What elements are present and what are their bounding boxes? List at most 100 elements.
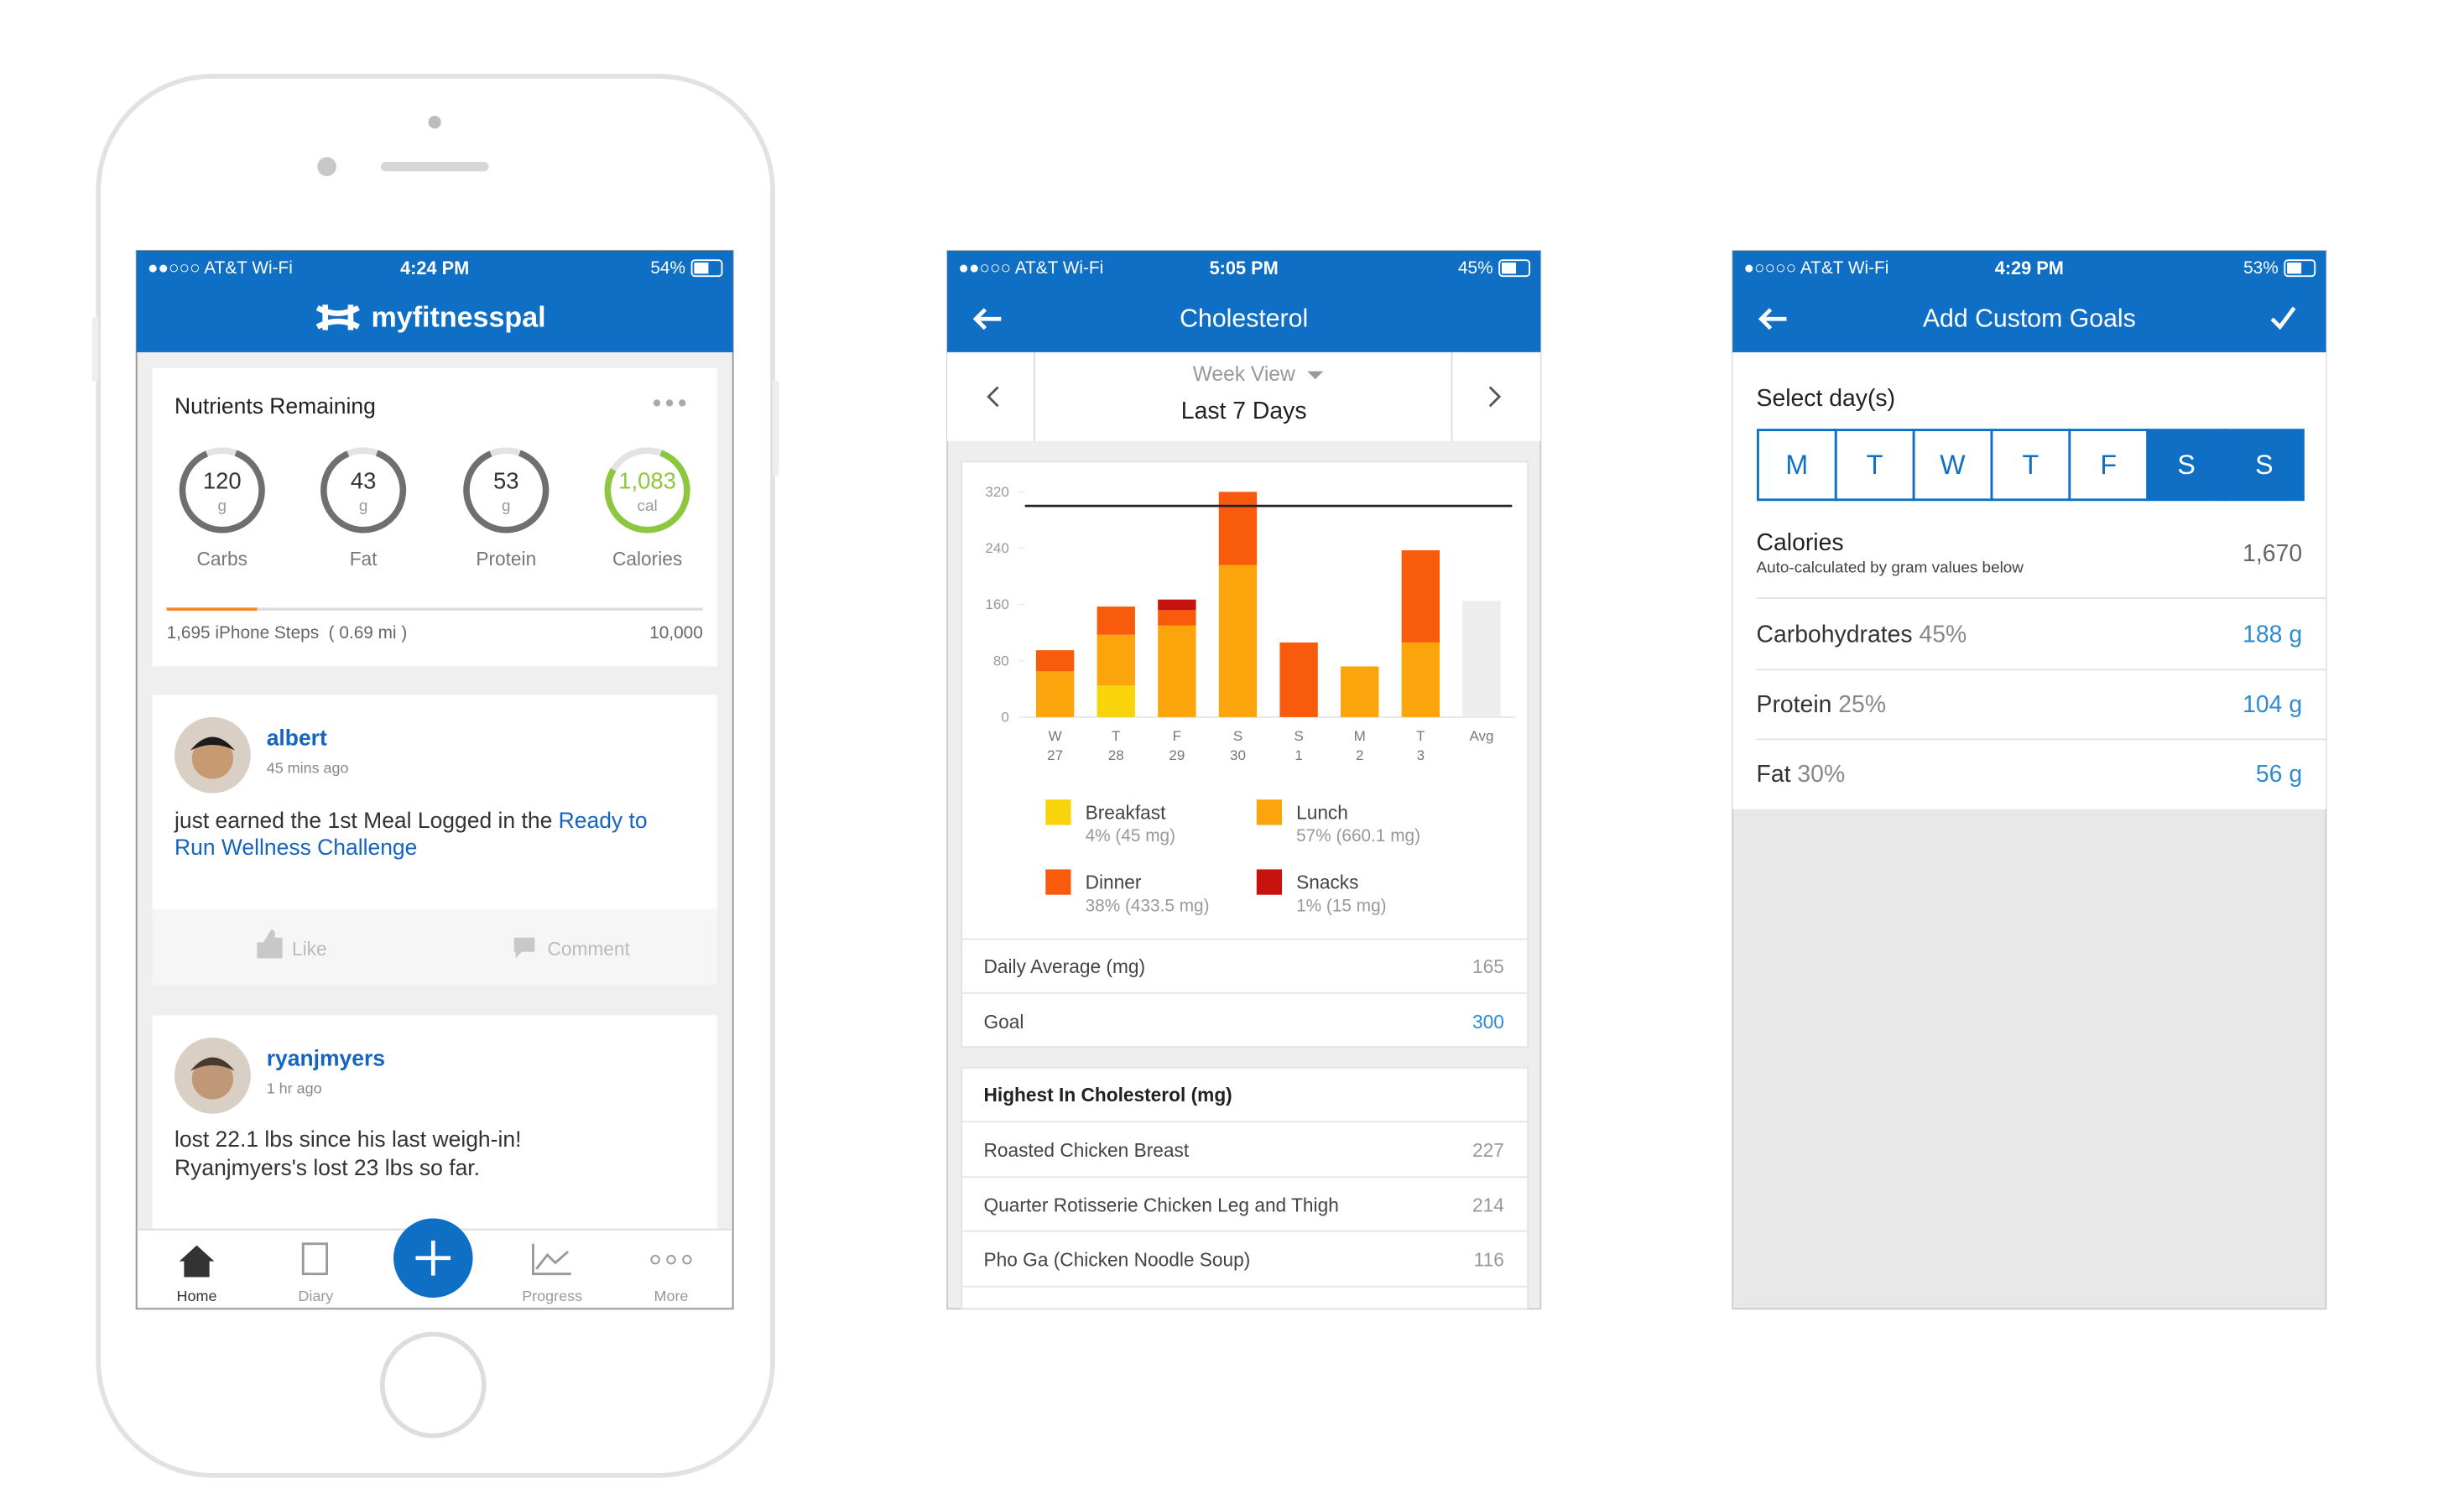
save-check[interactable] [2270,306,2296,330]
screen-title: Add Custom Goals [1923,305,2136,333]
calories-value: 1,670 [2243,540,2302,567]
x-tick-label: F [1173,728,1181,744]
legend-label: Lunch [1296,801,1348,823]
period-label: Last 7 Days [1181,398,1307,424]
stat-value: 165 [1472,955,1504,977]
nutrient-unit: g [502,497,511,515]
macro-value[interactable]: 56 g [2256,761,2302,788]
day-label[interactable]: S [2177,450,2195,480]
post-time: 45 mins ago [267,759,349,776]
screen-title: Cholesterol [1180,305,1308,333]
more-dot[interactable] [665,399,674,407]
avatar-hair [190,1057,235,1071]
more-icon[interactable] [682,1255,692,1265]
y-tick-label: 160 [985,596,1008,612]
battery-icon [690,259,723,278]
username[interactable]: ryanjmyers [267,1045,385,1070]
bar-segment [1218,492,1258,565]
ring-progress [463,447,550,533]
tab-label[interactable]: Diary [298,1288,333,1304]
stat-value[interactable]: 300 [1472,1011,1504,1033]
macro-value[interactable]: 188 g [2243,622,2302,648]
day-label[interactable]: M [1785,450,1808,480]
calories-label: Calories [1757,529,1844,556]
battery-icon [2284,259,2316,278]
day-label[interactable]: S [2255,450,2273,480]
legend-label: Breakfast [1086,801,1167,823]
macro-percent: 25% [1838,691,1886,718]
comment-button[interactable]: Comment [547,938,630,960]
bar-segment [1279,642,1318,717]
card-title: Nutrients Remaining [175,393,376,419]
period-nav [947,351,1541,441]
section-title: Highest In Cholesterol (mg) [984,1084,1232,1106]
add-icon[interactable] [415,1240,451,1276]
day-label[interactable]: T [2023,450,2039,480]
bar-segment [1158,599,1196,611]
like-icon[interactable] [257,929,283,959]
more-dot[interactable] [653,399,661,407]
prev-arrow[interactable] [987,386,999,408]
ring-progress [604,447,690,533]
bar-segment [1097,634,1135,686]
macro-value[interactable]: 104 g [2243,691,2302,718]
day-button[interactable] [2224,429,2305,502]
steps-label: 1,695 iPhone Steps ( 0.69 mi ) [167,623,408,643]
bar-segment [1035,671,1075,717]
bar-segment [1158,610,1196,626]
stat-label: Goal [984,1011,1024,1033]
macro-name: Fat [1757,761,1791,788]
more-dot[interactable] [679,399,686,407]
y-tick-label: 80 [993,653,1009,669]
day-button[interactable] [2068,429,2149,502]
view-selector[interactable]: Week View [1193,363,1295,386]
brand-logo [315,304,360,330]
tab-label[interactable]: Home [177,1288,217,1304]
legend-detail: 1% (15 mg) [1296,896,1387,915]
more-icon[interactable] [666,1255,676,1265]
day-button[interactable] [1912,429,1993,502]
legend-label: Dinner [1086,872,1142,893]
username[interactable]: albert [267,725,327,750]
like-button[interactable]: Like [292,938,327,960]
back-arrow[interactable] [972,308,1002,330]
next-arrow[interactable] [1488,386,1502,408]
dropdown-caret [1307,371,1324,380]
clock: 4:24 PM [400,258,469,278]
macro-gap [1913,622,1920,648]
nutrient-label: Carbs [196,548,247,570]
legend-detail: 4% (45 mg) [1086,826,1176,846]
avatar-hair [190,736,235,751]
legend-detail: 57% (660.1 mg) [1296,826,1420,846]
more-icon[interactable] [650,1255,660,1265]
nutrient-label: Calories [612,548,682,570]
x-tick-date: 3 [1417,747,1425,763]
day-label[interactable]: W [1940,450,1966,480]
macro-percent: 45% [1919,622,1967,648]
day-label[interactable]: T [1867,450,1883,480]
food-name: Roasted Chicken Breast [984,1139,1190,1161]
bar-segment [1097,685,1135,717]
post-text: lost 22.1 lbs since his last weigh-in! [175,1127,521,1152]
day-button[interactable] [1990,429,2071,502]
x-tick-label: M [1354,728,1366,744]
back-arrow[interactable] [1758,308,1787,330]
home-button[interactable] [379,1331,487,1439]
x-tick-label: T [1416,728,1425,744]
post-link[interactable]: Ready to [559,808,648,833]
tab-label[interactable]: Progress [522,1288,582,1304]
tab-label[interactable]: More [654,1288,689,1304]
diary-icon[interactable] [301,1242,329,1276]
steps-goal: 10,000 [649,623,703,643]
food-value: 227 [1472,1139,1504,1161]
progress-icon[interactable] [532,1243,571,1276]
macro-name: Protein [1757,691,1832,718]
post-link[interactable]: Run Wellness Challenge [175,835,417,860]
comment-icon[interactable] [513,937,535,959]
nutrient-unit: cal [638,497,658,515]
nutrient-label: Protein [476,548,536,570]
day-label[interactable]: F [2100,450,2117,480]
food-name: Quarter Rotisserie Chicken Leg and Thigh [984,1194,1339,1215]
